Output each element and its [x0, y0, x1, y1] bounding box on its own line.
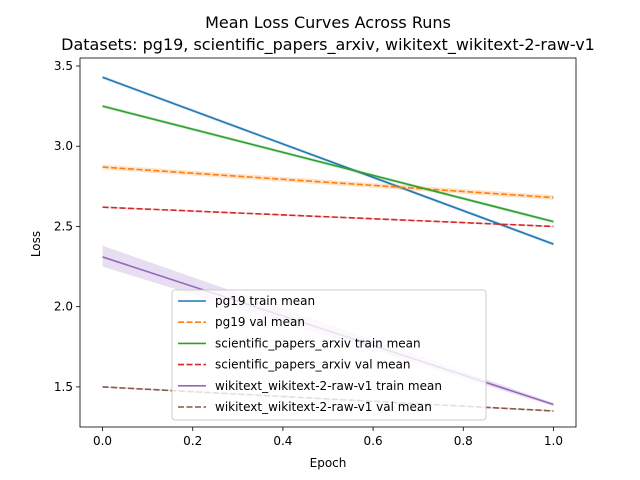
legend-label-3: scientific_papers_arxiv val mean	[215, 358, 410, 372]
legend-label-4: wikitext_wikitext-2-raw-v1 train mean	[215, 379, 442, 393]
x-tick-label: 0.6	[364, 434, 383, 448]
axes-frame	[79, 57, 577, 428]
x-tick-label: 0.4	[273, 434, 292, 448]
chart-title: Mean Loss Curves Across Runs	[205, 13, 451, 32]
x-axis-label: Epoch	[310, 456, 347, 470]
chart-subtitle: Datasets: pg19, scientific_papers_arxiv,…	[61, 35, 595, 55]
series-line-3	[102, 206, 554, 228]
y-tick-label: 3.5	[54, 59, 73, 73]
y-tick-label: 3.0	[54, 139, 73, 153]
y-axis-label: Loss	[29, 231, 43, 257]
x-tick-label: 0.0	[93, 434, 112, 448]
legend-label-1: pg19 val mean	[215, 315, 305, 329]
series-line-2	[102, 105, 554, 223]
y-tick-label: 2.5	[54, 219, 73, 233]
y-tick-label: 1.5	[54, 380, 73, 394]
legend-box	[171, 289, 487, 421]
x-tick-label: 0.8	[454, 434, 473, 448]
legend: pg19 train mean pg19 val mean scientific_p…	[171, 289, 487, 421]
legend-label-0: pg19 train mean	[215, 294, 315, 308]
series-line-1	[102, 166, 554, 199]
y-tick-label: 2.0	[54, 300, 73, 314]
legend-label-2: scientific_papers_arxiv train mean	[215, 336, 421, 350]
x-tick-label: 1.0	[544, 434, 563, 448]
x-tick-label: 0.2	[183, 434, 202, 448]
series-line-0	[102, 76, 554, 245]
legend-label-5: wikitext_wikitext-2-raw-v1 val mean	[215, 400, 432, 414]
